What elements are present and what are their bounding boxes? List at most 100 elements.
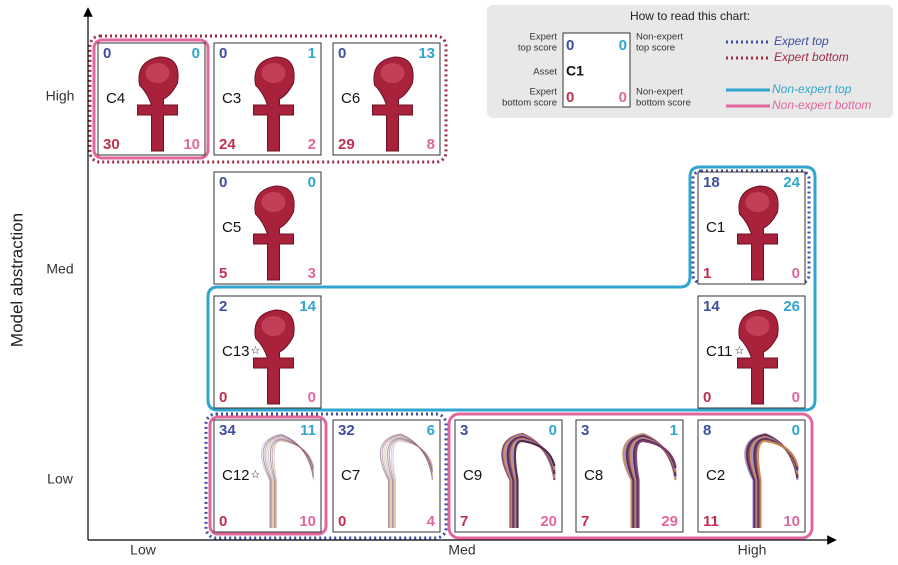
vessel-highlight (261, 192, 286, 212)
expert-bottom-score: 29 (338, 136, 355, 153)
asset-label: C7 (341, 467, 360, 484)
streamline (381, 434, 433, 528)
expert-top-score: 3 (460, 422, 468, 439)
expert-top-score: 0 (219, 45, 227, 62)
non-expert-top-score: 0 (549, 422, 557, 439)
non-expert-top-group (206, 165, 817, 412)
streamline (383, 435, 433, 528)
asset-label: C9 (463, 467, 482, 484)
non-expert-bottom-score: 8 (427, 136, 435, 153)
vessel (372, 56, 414, 152)
non-expert-bottom-score: 10 (183, 136, 200, 153)
non-expert-bottom-score: 0 (792, 265, 800, 282)
x-label: Low (130, 542, 157, 558)
streamline (513, 439, 556, 528)
x-label: Med (448, 542, 475, 558)
expert-bottom-score: 5 (219, 265, 227, 282)
star: ☆ (735, 345, 745, 357)
non-expert-bottom-group (208, 415, 328, 536)
y-label: High (46, 88, 75, 104)
legend-sample-box (562, 32, 631, 108)
streamline (273, 440, 314, 528)
asset-label: C2 (706, 467, 725, 484)
asset-label: C8 (584, 467, 603, 484)
non-expert-bottom-score: 20 (540, 513, 557, 530)
legend-entry: Expert bottom (774, 50, 849, 64)
asset-label: C4 (106, 90, 125, 107)
asset-label: C12 (222, 467, 250, 484)
expert-bottom-score: 7 (581, 513, 589, 530)
legend-label: top score (518, 43, 557, 54)
expert-bottom-score: 30 (103, 136, 120, 153)
expert-top-score: 0 (338, 45, 346, 62)
x-label: High (738, 542, 767, 558)
non-expert-bottom-score: 4 (427, 513, 436, 530)
vessel-highlight (261, 316, 286, 336)
expert-top-score: 34 (219, 422, 236, 439)
vessel (737, 185, 779, 281)
non-expert-bottom-group (92, 38, 210, 160)
expert-bottom-score: 11 (703, 513, 719, 530)
expert-top-score: 32 (338, 422, 355, 439)
non-expert-top-score: 1 (308, 45, 316, 62)
vessel-highlight (145, 63, 170, 83)
streamline (392, 440, 433, 528)
streamline (262, 434, 314, 528)
vessel (137, 56, 179, 152)
non-expert-top-score: 0 (192, 45, 200, 62)
legend-label: bottom score (636, 98, 691, 109)
vessel (737, 309, 779, 405)
asset-label: C5 (222, 219, 241, 236)
streamline (388, 438, 433, 528)
expert-bottom-score: 7 (460, 513, 468, 530)
streamline (385, 436, 433, 528)
non-expert-top-score: 26 (783, 298, 800, 315)
non-expert-bottom-score: 29 (661, 513, 678, 530)
non-expert-top-score: 6 (427, 422, 435, 439)
vessel (253, 185, 295, 281)
expert-bottom-score: 0 (219, 513, 227, 530)
streamline (268, 437, 314, 528)
non-expert-bottom-score: 0 (792, 389, 800, 406)
non-expert-top-score: 24 (783, 174, 800, 191)
legend-entry: Non-expert bottom (772, 98, 871, 112)
vessel-highlight (745, 192, 770, 212)
non-expert-bottom-group (447, 412, 814, 540)
asset-label: C13 (222, 343, 250, 360)
legend-sample-score: 0 (566, 89, 574, 106)
y-label: Med (46, 261, 73, 277)
non-expert-top-score: 11 (300, 422, 316, 439)
expert-top-score: 0 (219, 174, 227, 191)
star: ☆ (251, 469, 261, 481)
non-expert-top-score: 1 (670, 422, 678, 439)
legend-sample-asset: C1 (566, 63, 584, 79)
asset-label: C1 (706, 219, 725, 236)
legend-sample-score: 0 (566, 37, 574, 54)
expert-bottom-score: 0 (219, 389, 227, 406)
streamline (261, 433, 314, 528)
vessel-highlight (745, 316, 770, 336)
streamline (264, 435, 314, 528)
legend-entry: Non-expert top (772, 82, 852, 96)
expert-top-score: 0 (103, 45, 111, 62)
legend-entry: Expert top (774, 34, 829, 48)
asset-label: C6 (341, 90, 360, 107)
expert-bottom-score: 0 (338, 513, 346, 530)
legend-label: Expert (530, 87, 558, 98)
asset-box (213, 419, 322, 533)
legend-sample-score: 0 (619, 89, 627, 106)
star: ☆ (251, 345, 261, 357)
non-expert-bottom-score: 10 (783, 513, 800, 530)
legend-label: Expert (530, 32, 558, 43)
legend-label: top score (636, 43, 675, 54)
non-expert-top-score: 0 (792, 422, 800, 439)
expert-bottom-score: 1 (703, 265, 711, 282)
streamline (634, 439, 677, 528)
asset-label: C11 (706, 343, 732, 360)
legend-sample-score: 0 (619, 37, 627, 54)
legend-label: Non-expert (636, 87, 683, 98)
expert-top-score: 18 (703, 174, 720, 191)
y-label: Low (47, 471, 74, 487)
